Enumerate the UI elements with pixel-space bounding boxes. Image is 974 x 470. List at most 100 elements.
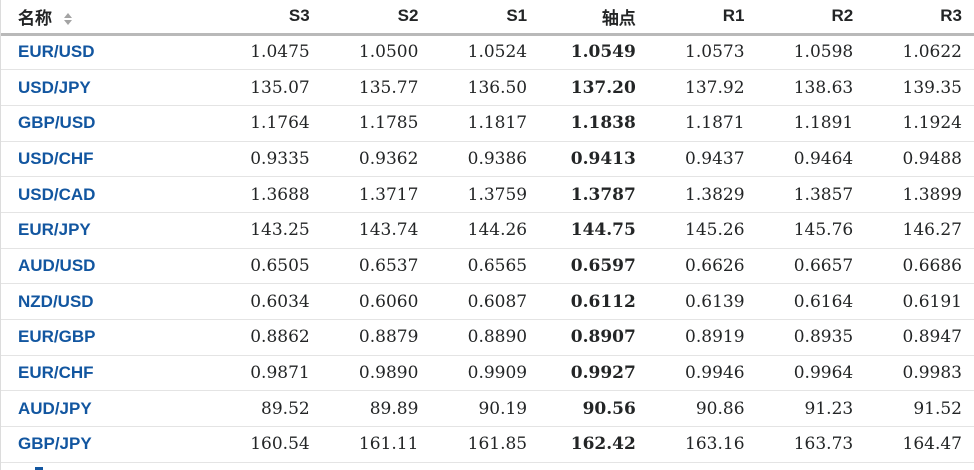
level-value-cell: 0.9437 <box>647 141 757 178</box>
level-value-cell: 0.6087 <box>430 283 540 320</box>
table-row: EUR/USD 1.0475 1.0500 1.0524 1.0549 1.0573 1.0… <box>1 34 974 71</box>
level-value-cell: 145.26 <box>647 212 757 249</box>
level-value-cell: 1.3829 <box>647 176 757 213</box>
level-value-cell: 0.9871 <box>213 355 322 392</box>
currency-pair-cell: NZD/USD <box>1 283 213 320</box>
sort-down-arrow-icon <box>63 20 72 26</box>
currency-pair-cell: USD/CHF <box>1 141 213 178</box>
level-value-cell: 138.63 <box>756 69 866 106</box>
currency-pair-cell: USD/JPY <box>1 69 213 106</box>
currency-pair-cell: EUR/GBP <box>1 319 213 356</box>
currency-pair-link[interactable]: AUD/USD <box>18 255 96 275</box>
currency-pair-cell: EUR/CHF <box>1 355 213 392</box>
currency-pair-cell: GBP/JPY <box>1 426 213 463</box>
pivot-value-cell: 1.0549 <box>539 34 648 71</box>
cutoff-next-row-fragment <box>35 467 43 470</box>
level-value-cell: 0.6034 <box>213 283 322 320</box>
level-value-cell: 143.74 <box>321 212 431 249</box>
level-value-cell: 136.50 <box>430 69 540 106</box>
currency-pair-link[interactable]: GBP/JPY <box>18 434 92 454</box>
column-header-name-label: 名称 <box>18 8 52 28</box>
table-row: GBP/USD 1.1764 1.1785 1.1817 1.1838 1.1871 1.1… <box>1 105 974 142</box>
table-header: 名称 S3 S2 S1 轴点 R1 R2 R3 <box>1 0 974 36</box>
currency-pair-cell: AUD/USD <box>1 248 213 285</box>
level-value-cell: 91.52 <box>865 390 974 428</box>
pivot-value-cell: 1.3787 <box>539 176 648 213</box>
level-value-cell: 1.1871 <box>647 105 757 142</box>
level-value-cell: 0.6686 <box>865 248 974 285</box>
pivot-value-cell: 90.56 <box>539 390 648 428</box>
currency-pair-link[interactable]: USD/JPY <box>18 77 91 97</box>
level-value-cell: 0.6191 <box>865 283 974 320</box>
level-value-cell: 1.3717 <box>321 176 431 213</box>
level-value-cell: 0.8862 <box>213 319 322 356</box>
level-value-cell: 0.9362 <box>321 141 431 178</box>
currency-pair-link[interactable]: USD/CAD <box>18 184 96 204</box>
column-header-r3[interactable]: R3 <box>865 0 974 36</box>
column-header-name[interactable]: 名称 <box>1 0 213 36</box>
level-value-cell: 139.35 <box>865 69 974 106</box>
sort-up-arrow-icon <box>63 13 72 19</box>
level-value-cell: 144.26 <box>430 212 540 249</box>
level-value-cell: 0.6626 <box>647 248 757 285</box>
level-value-cell: 90.19 <box>430 390 540 428</box>
level-value-cell: 1.0524 <box>430 34 540 71</box>
level-value-cell: 0.9386 <box>430 141 540 178</box>
sort-icon[interactable] <box>63 13 72 26</box>
currency-pair-link[interactable]: EUR/JPY <box>18 220 91 240</box>
level-value-cell: 1.1817 <box>430 105 540 142</box>
level-value-cell: 1.1891 <box>756 105 866 142</box>
currency-pair-link[interactable]: EUR/GBP <box>18 327 96 347</box>
column-header-r2[interactable]: R2 <box>756 0 866 36</box>
pivot-value-cell: 144.75 <box>539 212 648 249</box>
pivot-value-cell: 1.1838 <box>539 105 648 142</box>
level-value-cell: 0.9890 <box>321 355 431 392</box>
level-value-cell: 0.8919 <box>647 319 757 356</box>
currency-pair-link[interactable]: NZD/USD <box>18 291 94 311</box>
level-value-cell: 1.3688 <box>213 176 322 213</box>
level-value-cell: 89.89 <box>321 390 431 428</box>
column-header-pivot[interactable]: 轴点 <box>539 0 648 36</box>
column-header-s1[interactable]: S1 <box>430 0 540 36</box>
level-value-cell: 0.9964 <box>756 355 866 392</box>
level-value-cell: 0.6139 <box>647 283 757 320</box>
table-row: GBP/JPY 160.54 161.11 161.85 162.42 163.16 163… <box>1 426 974 463</box>
currency-pair-link[interactable]: EUR/USD <box>18 42 95 62</box>
level-value-cell: 0.8947 <box>865 319 974 356</box>
level-value-cell: 0.6060 <box>321 283 431 320</box>
currency-pair-link[interactable]: USD/CHF <box>18 148 94 168</box>
currency-pair-cell: EUR/JPY <box>1 212 213 249</box>
table-row: NZD/USD 0.6034 0.6060 0.6087 0.6112 0.6139 0.6… <box>1 283 974 320</box>
level-value-cell: 143.25 <box>213 212 322 249</box>
table-row: EUR/GBP 0.8862 0.8879 0.8890 0.8907 0.8919 0.8… <box>1 319 974 356</box>
level-value-cell: 1.0475 <box>213 34 322 71</box>
level-value-cell: 164.47 <box>865 426 974 463</box>
currency-pair-link[interactable]: GBP/USD <box>18 113 96 133</box>
level-value-cell: 146.27 <box>865 212 974 249</box>
header-row: 名称 S3 S2 S1 轴点 R1 R2 R3 <box>1 0 974 36</box>
currency-pair-cell: USD/CAD <box>1 176 213 213</box>
level-value-cell: 0.6164 <box>756 283 866 320</box>
level-value-cell: 0.6657 <box>756 248 866 285</box>
level-value-cell: 1.3857 <box>756 176 866 213</box>
pivot-value-cell: 0.9927 <box>539 355 648 392</box>
level-value-cell: 1.0573 <box>647 34 757 71</box>
level-value-cell: 163.16 <box>647 426 757 463</box>
level-value-cell: 1.0500 <box>321 34 431 71</box>
level-value-cell: 137.92 <box>647 69 757 106</box>
level-value-cell: 1.0622 <box>865 34 974 71</box>
currency-pair-link[interactable]: EUR/CHF <box>18 363 94 383</box>
currency-pair-cell: EUR/USD <box>1 34 213 71</box>
level-value-cell: 1.3899 <box>865 176 974 213</box>
column-header-s3[interactable]: S3 <box>213 0 322 36</box>
currency-pair-cell: GBP/USD <box>1 105 213 142</box>
column-header-s2[interactable]: S2 <box>321 0 431 36</box>
level-value-cell: 0.8879 <box>321 319 431 356</box>
currency-pair-link[interactable]: AUD/JPY <box>18 398 92 418</box>
column-header-r1[interactable]: R1 <box>647 0 757 36</box>
pivot-value-cell: 162.42 <box>539 426 648 463</box>
level-value-cell: 0.9946 <box>647 355 757 392</box>
pivot-value-cell: 0.8907 <box>539 319 648 356</box>
